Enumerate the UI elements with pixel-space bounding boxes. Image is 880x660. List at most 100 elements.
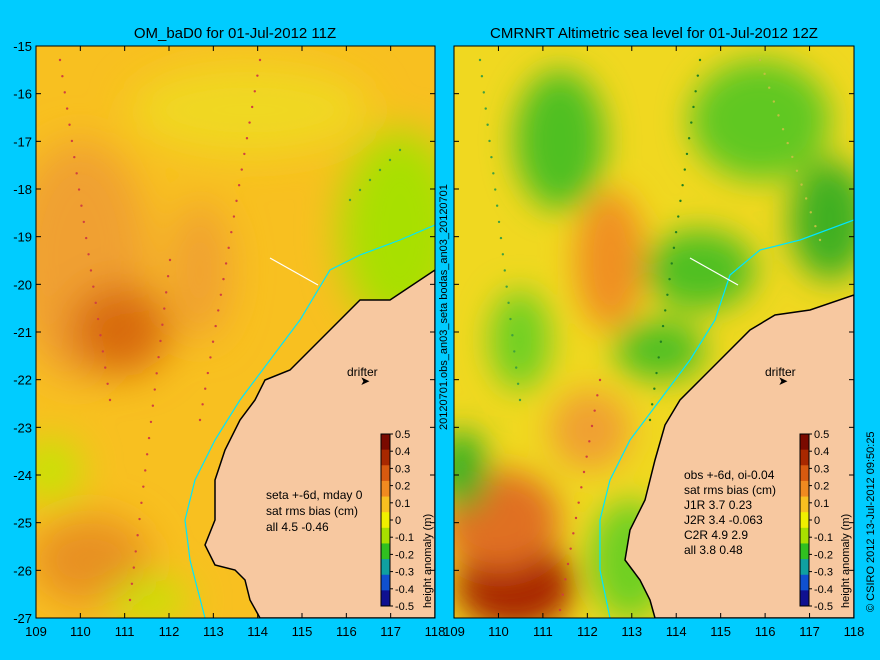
left-obs-dot xyxy=(136,534,139,537)
left-obs-dot xyxy=(145,453,149,456)
left-obs-dot xyxy=(378,168,382,172)
left-obs-dot xyxy=(138,517,141,521)
left-xtick-label: 111 xyxy=(115,624,135,639)
right-blob-orange-s xyxy=(550,390,630,470)
left-obs-dot xyxy=(94,301,97,305)
left-ytick-label: -17 xyxy=(13,134,32,149)
left-obs-dot xyxy=(99,334,102,337)
right-annot-5: all 3.8 0.48 xyxy=(684,543,743,557)
right-obs-dot xyxy=(484,107,487,110)
colorbar-tick-label: -0.2 xyxy=(814,549,833,561)
left-drifter-arrow: ➤ xyxy=(360,374,370,388)
left-annot-1: sat rms bias (cm) xyxy=(266,504,358,518)
right-obs-dot xyxy=(666,293,669,296)
right-land xyxy=(624,294,854,618)
left-obs-dot xyxy=(217,309,220,312)
right-obs-dot xyxy=(486,123,489,126)
colorbar-tick-label: 0.1 xyxy=(814,498,829,510)
left-ytick-label: -18 xyxy=(13,182,32,197)
colorbar-segment xyxy=(800,496,809,513)
right-blob-green-mid xyxy=(645,230,755,310)
left-obs-dot xyxy=(245,137,249,140)
right-obs-dot xyxy=(516,382,520,386)
right-colorbar-label: height anomaly (m) xyxy=(840,514,852,608)
left-obs-dot xyxy=(96,317,100,321)
right-xtick-label: 114 xyxy=(666,624,687,639)
left-ytick-label: -15 xyxy=(13,39,32,54)
left-obs-dot xyxy=(82,220,86,224)
left-obs-dot xyxy=(130,582,134,586)
left-obs-dot xyxy=(75,172,78,175)
left-annot-2: all 4.5 -0.46 xyxy=(266,520,329,534)
right-obs-dot xyxy=(511,334,514,337)
colorbar-tick-label: 0.5 xyxy=(395,429,410,441)
colorbar-tick-label: 0.3 xyxy=(395,463,410,475)
colorbar-segment xyxy=(800,480,809,498)
left-obs-dot xyxy=(348,198,352,202)
right-obs-dot xyxy=(482,91,486,94)
left-obs-dot xyxy=(63,91,66,94)
left-blob-bottom xyxy=(110,580,190,618)
credit: © CSIRO 2012 13-Jul-2012 09:50:25 xyxy=(865,431,877,612)
left-blob-south xyxy=(36,515,150,605)
colorbar-segment xyxy=(381,496,390,513)
right-obs-dot xyxy=(495,204,499,207)
left-obs-dot xyxy=(224,262,228,265)
left-obs-dot xyxy=(151,404,155,407)
right-obs-dot xyxy=(655,371,658,375)
colorbar-tick-label: -0.3 xyxy=(395,567,414,579)
left-obs-dot xyxy=(142,485,145,488)
left-drifter-label: drifter xyxy=(347,365,378,379)
left-obs-dot xyxy=(253,90,256,93)
left-ytick-label: -16 xyxy=(13,87,32,102)
right-obs-dot xyxy=(507,301,510,305)
right-obs-dot xyxy=(577,501,580,504)
left-obs-dot xyxy=(250,105,254,109)
left-obs-dot xyxy=(164,291,168,294)
left-blob-east xyxy=(340,130,435,330)
right-obs-dot xyxy=(650,403,654,406)
right-transect xyxy=(689,257,739,286)
colorbar-tick-label: 0.5 xyxy=(814,429,829,441)
colorbar-segment xyxy=(381,527,390,544)
colorbar-segment xyxy=(381,449,390,466)
left-obs-dot xyxy=(132,566,136,569)
right-obs-dot xyxy=(677,215,680,218)
right-annot-1: sat rms bias (cm) xyxy=(684,483,776,497)
right-obs-dot xyxy=(561,593,564,596)
left-obs-dot xyxy=(256,74,259,77)
left-obs-dot xyxy=(73,155,76,159)
left-obs-dot xyxy=(398,148,402,152)
left-obs-dot xyxy=(157,355,160,359)
colorbar-segment xyxy=(800,559,809,576)
right-obs-dot xyxy=(674,230,678,234)
right-obs-dot xyxy=(490,155,493,159)
right-obs-dot xyxy=(786,141,789,145)
right-blob-green-w xyxy=(490,290,550,390)
left-xtick-label: 110 xyxy=(70,624,91,639)
colorbar-tick-label: -0.4 xyxy=(395,584,414,596)
colorbar-segment xyxy=(800,543,809,560)
left-obs-dot xyxy=(84,236,88,240)
left-obs-dot xyxy=(166,274,170,278)
colorbar-segment xyxy=(800,574,809,591)
right-obs-dot xyxy=(582,470,586,474)
right-xtick-label: 110 xyxy=(488,624,509,639)
left-title: OM_baD0 for 01-Jul-2012 11Z xyxy=(134,25,336,42)
right-obs-dot xyxy=(659,340,663,343)
left-obs-dot xyxy=(140,501,143,505)
left-obs-dot xyxy=(258,58,262,62)
colorbar-tick-label: -0.1 xyxy=(395,532,414,544)
left-obs-dot xyxy=(61,74,64,78)
right-axes: 109 110 111 112 113 114 115 116 117 118 xyxy=(443,45,865,639)
left-land xyxy=(204,269,435,618)
left-ytick-label: -25 xyxy=(13,516,32,531)
right-obs-dot xyxy=(694,90,697,93)
right-obs-dot xyxy=(768,86,771,89)
left-obs-dot xyxy=(108,398,112,402)
right-obs-dot xyxy=(809,211,812,214)
left-obs-dot xyxy=(235,199,238,203)
right-xtick-label: 118 xyxy=(844,624,865,639)
colorbar-tick-label: -0.2 xyxy=(395,549,414,561)
